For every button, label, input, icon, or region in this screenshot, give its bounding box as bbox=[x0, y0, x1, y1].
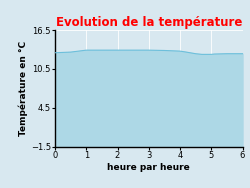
X-axis label: heure par heure: heure par heure bbox=[108, 163, 190, 172]
Title: Evolution de la température: Evolution de la température bbox=[56, 16, 242, 29]
Y-axis label: Température en °C: Température en °C bbox=[18, 41, 28, 136]
